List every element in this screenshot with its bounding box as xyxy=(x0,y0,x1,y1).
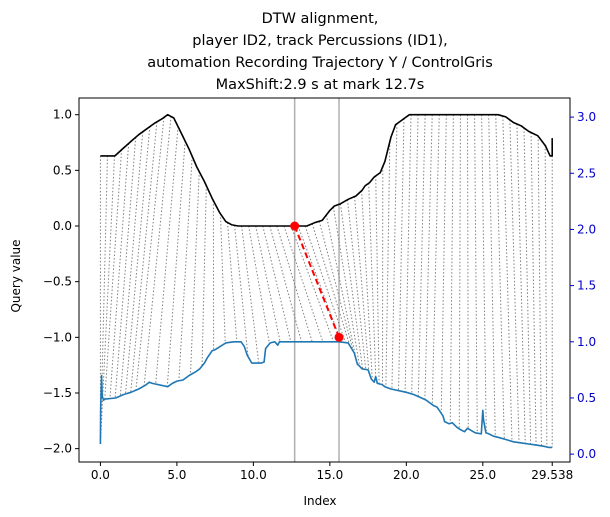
title-line-3: automation Recording Trajectory Y / Cont… xyxy=(147,55,493,71)
alignment-connector-50 xyxy=(449,114,454,424)
y-tick-label-1: 0.5 xyxy=(53,163,72,177)
x-tick-label-5: 25.0 xyxy=(469,468,496,482)
alignment-connector-61 xyxy=(530,132,537,446)
alignment-connector-1 xyxy=(99,155,108,445)
alignment-connector-47 xyxy=(424,114,433,400)
y-right-tick-label-1: 2.5 xyxy=(577,166,596,180)
title-line-1: DTW alignment, xyxy=(262,11,379,27)
alignment-connector-32 xyxy=(325,214,357,361)
alignment-connector-15 xyxy=(201,185,207,367)
x-tick-label-1: 5.0 xyxy=(167,468,186,482)
alignment-connector-11 xyxy=(155,126,179,385)
title-line-4: MaxShift:2.9 s at mark 12.7s xyxy=(216,77,425,93)
alignment-connector-9 xyxy=(135,117,165,391)
alignment-connector-20 xyxy=(241,225,260,364)
alignment-connector-10 xyxy=(143,116,172,387)
y-tick-label-5: −1.5 xyxy=(43,386,72,400)
alignment-connector-56 xyxy=(495,114,505,440)
alignment-connector-49 xyxy=(440,114,447,414)
x-tick-label-6: 29.538 xyxy=(531,468,573,482)
alignment-connector-12 xyxy=(166,141,186,387)
alignment-connector-42 xyxy=(391,123,398,390)
reference-series-line xyxy=(99,341,553,449)
y-tick-label-2: 0.0 xyxy=(53,219,72,233)
query-series-line xyxy=(100,113,553,227)
y-tick-label-3: −0.5 xyxy=(43,275,72,289)
title-line-2: player ID2, track Percussions (ID1), xyxy=(192,33,448,49)
alignment-connector-43 xyxy=(398,118,405,391)
alignment-connector-51 xyxy=(458,114,461,429)
y-right-tick-label-3: 1.5 xyxy=(577,279,596,293)
alignment-connector-54 xyxy=(481,114,487,433)
alignment-connector-6 xyxy=(119,131,144,396)
y-right-tick-label-6: 0.0 xyxy=(577,447,596,461)
y-tick-label-4: −1.0 xyxy=(43,330,72,344)
alignment-connector-29 xyxy=(304,225,346,343)
alignment-connectors xyxy=(99,114,553,448)
alignment-connector-48 xyxy=(431,114,440,405)
alignment-connector-27 xyxy=(290,225,334,342)
alignment-connector-31 xyxy=(318,221,354,352)
chart-title: DTW alignment, player ID2, track Percuss… xyxy=(147,11,493,93)
alignment-connector-23 xyxy=(262,225,292,342)
alignment-connector-53 xyxy=(474,114,478,434)
max-shift-query-point xyxy=(290,221,300,231)
x-tick-label-2: 10.0 xyxy=(240,468,267,482)
alignment-connector-44 xyxy=(404,114,412,393)
alignment-connector-38 xyxy=(368,183,377,377)
alignment-connector-59 xyxy=(516,124,526,444)
max-shift-line xyxy=(293,225,340,338)
x-tick-label-0: 0.0 xyxy=(91,468,110,482)
y-axis-label: Query value xyxy=(9,239,23,312)
alignment-connector-35 xyxy=(347,199,367,370)
plot-frame xyxy=(78,97,571,463)
y-right-tick-label-5: 0.5 xyxy=(577,391,596,405)
alignment-connector-8 xyxy=(130,121,158,393)
alignment-connector-58 xyxy=(509,119,520,443)
plot-area: 0.0 5.0 10.0 15.0 20.0 25.0 29.538 1.0 0.5 0.0 −0.… xyxy=(43,97,596,482)
alignment-connector-5 xyxy=(114,137,137,399)
alignment-connector-24 xyxy=(269,225,302,342)
alignment-connector-45 xyxy=(411,114,419,394)
y-right-tick-label-4: 1.0 xyxy=(577,335,596,349)
alignment-connector-26 xyxy=(283,225,324,342)
alignment-connector-39 xyxy=(375,175,380,384)
max-shift-reference-point xyxy=(334,332,344,342)
alignment-connector-63 xyxy=(544,145,548,447)
alignment-connector-52 xyxy=(467,114,469,429)
alignment-connector-41 xyxy=(385,141,391,388)
alignment-connector-22 xyxy=(255,225,281,342)
alignment-connector-4 xyxy=(109,143,130,399)
alignment-connector-30 xyxy=(311,223,351,346)
alignment-connector-33 xyxy=(332,206,361,367)
alignment-connector-7 xyxy=(125,126,151,395)
alignment-connector-21 xyxy=(248,225,270,344)
alignment-connector-3 xyxy=(104,149,123,400)
alignment-connector-25 xyxy=(276,225,313,342)
x-tick-label-3: 15.0 xyxy=(316,468,343,482)
y-right-tick-label-2: 2.0 xyxy=(577,222,596,236)
alignment-connector-14 xyxy=(189,171,200,375)
y-tick-label-6: −2.0 xyxy=(43,442,72,456)
alignment-connector-60 xyxy=(523,127,532,445)
x-axis-label: Index xyxy=(303,494,336,508)
alignment-connector-57 xyxy=(502,116,513,442)
y-tick-label-0: 1.0 xyxy=(53,108,72,122)
alignment-connector-62 xyxy=(537,136,542,446)
alignment-connector-19 xyxy=(234,225,249,357)
alignment-connector-46 xyxy=(417,114,426,397)
alignment-connector-55 xyxy=(488,114,496,437)
alignment-connector-13 xyxy=(178,156,193,381)
alignment-connector-37 xyxy=(361,190,373,381)
alignment-connector-17 xyxy=(219,213,226,344)
x-tick-label-4: 20.0 xyxy=(393,468,420,482)
alignment-connector-18 xyxy=(226,222,238,342)
y-right-tick-label-0: 3.0 xyxy=(577,110,596,124)
alignment-connector-2 xyxy=(99,155,116,445)
alignment-connector-36 xyxy=(354,196,370,373)
